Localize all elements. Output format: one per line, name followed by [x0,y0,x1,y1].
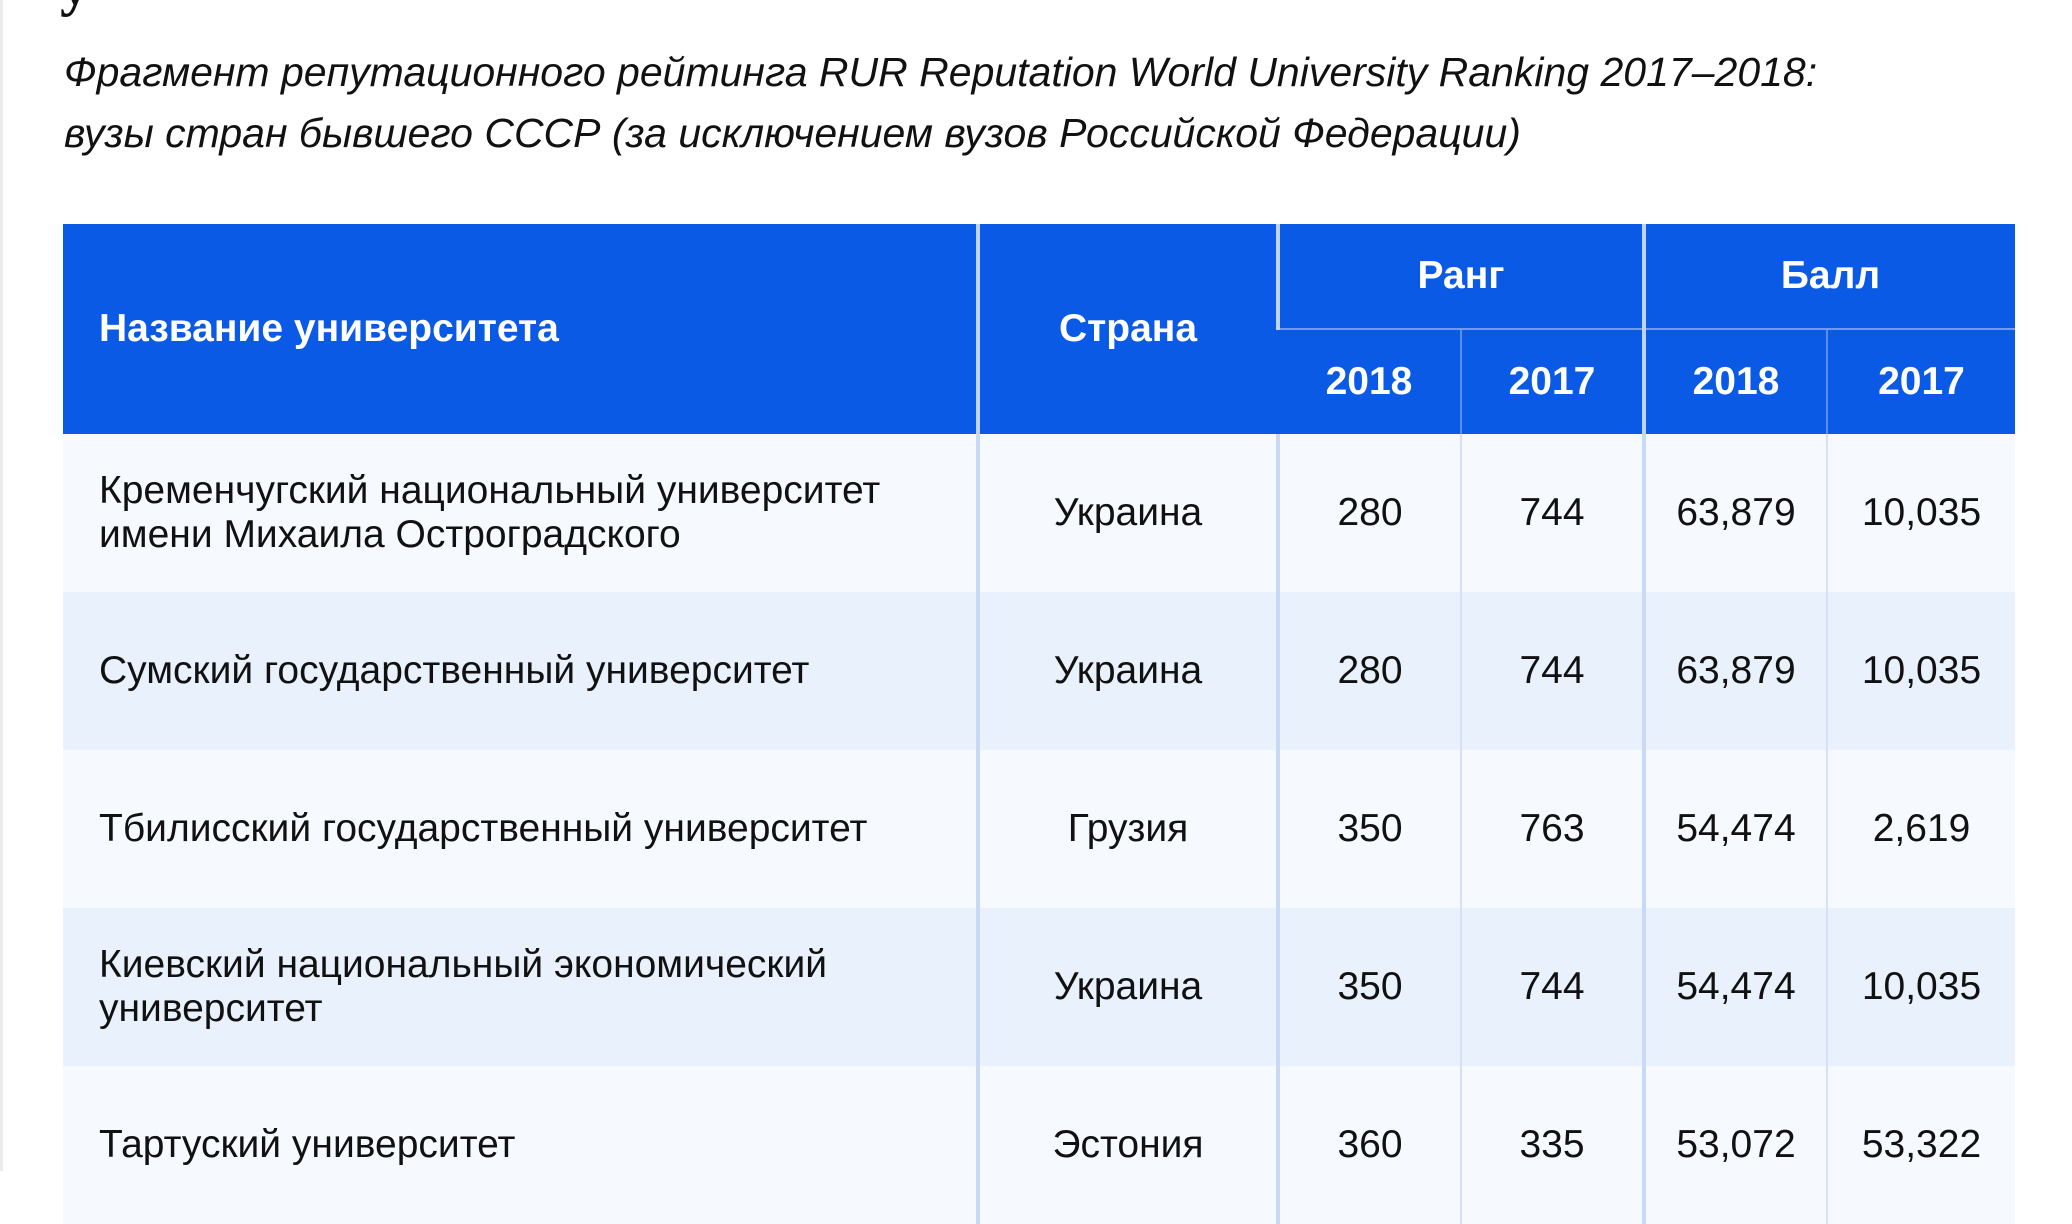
page-left-border [0,0,3,1171]
score-2017-cell: 10,035 [1826,908,2015,1066]
rank-2018-cell: 350 [1276,908,1461,1066]
header-country: Страна [976,224,1278,434]
table-header: Название университета Страна Ранг Балл 2… [63,224,2015,434]
header-row-top: Название университета Страна Ранг Балл [63,224,2015,434]
rank-2018-cell: 280 [1276,434,1461,592]
header-score-2017: 2017 [1826,329,2015,434]
country-cell: Грузия [976,750,1278,908]
header-score-2018: 2018 [1642,329,1827,434]
university-name-line: Тартуский университет [99,1123,516,1166]
rank-2017-cell: 744 [1460,592,1644,750]
table-row: Кременчугский национальный университет им… [63,434,2015,592]
table-caption: Фрагмент репутационного рейтинга RUR Rep… [64,42,2024,164]
rank-2018-cell: 360 [1276,1066,1461,1224]
score-2018-cell: 54,474 [1642,750,1827,908]
table-row: Сумский государственный университет Укра… [63,592,2015,750]
table-row: Киевский национальный экономический униве… [63,908,2015,1066]
table-row: Тартуский университет Эстония 360 335 53… [63,1066,2015,1224]
country-cell: Украина [976,592,1278,750]
table-body: Кременчугский национальный университет им… [63,434,2015,1224]
score-2018-cell: 54,474 [1642,908,1827,1066]
university-name-cell: Тартуский университет [63,1066,978,1224]
rank-2018-cell: 280 [1276,592,1461,750]
header-rank-2018: 2018 [1278,329,1461,434]
table-caption-line-2: вузы стран бывшего СССР (за исключением … [64,110,1521,156]
table-row: Тбилисский государственный университет Г… [63,750,2015,908]
university-name-line: Киевский национальный экономический [99,943,828,986]
university-name-line: Тбилисский государственный университет [99,807,868,850]
university-name-line: имени Михаила Остроградского [99,513,681,556]
country-cell: Украина [976,908,1278,1066]
cropped-heading: у [60,0,90,14]
rank-2017-cell: 335 [1460,1066,1644,1224]
score-2017-cell: 10,035 [1826,434,2015,592]
university-name-line: Кременчугский национальный университет [99,469,881,512]
university-name-cell: Кременчугский национальный университет им… [63,434,978,592]
university-name-line: Сумский государственный университет [99,649,810,692]
university-name-cell: Киевский национальный экономический униве… [63,908,978,1066]
table-caption-line-1: Фрагмент репутационного рейтинга RUR Rep… [64,49,1818,95]
header-university-name: Название университета [63,224,978,434]
score-2017-cell: 53,322 [1826,1066,2015,1224]
score-2017-cell: 2,619 [1826,750,2015,908]
header-score: Балл [1642,224,2015,330]
header-rank-2017: 2017 [1460,329,1644,434]
country-cell: Украина [976,434,1278,592]
rank-2017-cell: 763 [1460,750,1644,908]
university-name-cell: Сумский государственный университет [63,592,978,750]
university-name-line: университет [99,987,323,1030]
header-rank: Ранг [1276,224,1644,330]
score-2018-cell: 63,879 [1642,592,1827,750]
score-2018-cell: 53,072 [1642,1066,1827,1224]
rank-2017-cell: 744 [1460,908,1644,1066]
university-name-cell: Тбилисский государственный университет [63,750,978,908]
header-row-years: 2018 2017 2018 2017 [63,329,2015,434]
ranking-table: Название университета Страна Ранг Балл 2… [63,224,2015,1224]
score-2018-cell: 63,879 [1642,434,1827,592]
country-cell: Эстония [976,1066,1278,1224]
rank-2017-cell: 744 [1460,434,1644,592]
score-2017-cell: 10,035 [1826,592,2015,750]
rank-2018-cell: 350 [1276,750,1461,908]
